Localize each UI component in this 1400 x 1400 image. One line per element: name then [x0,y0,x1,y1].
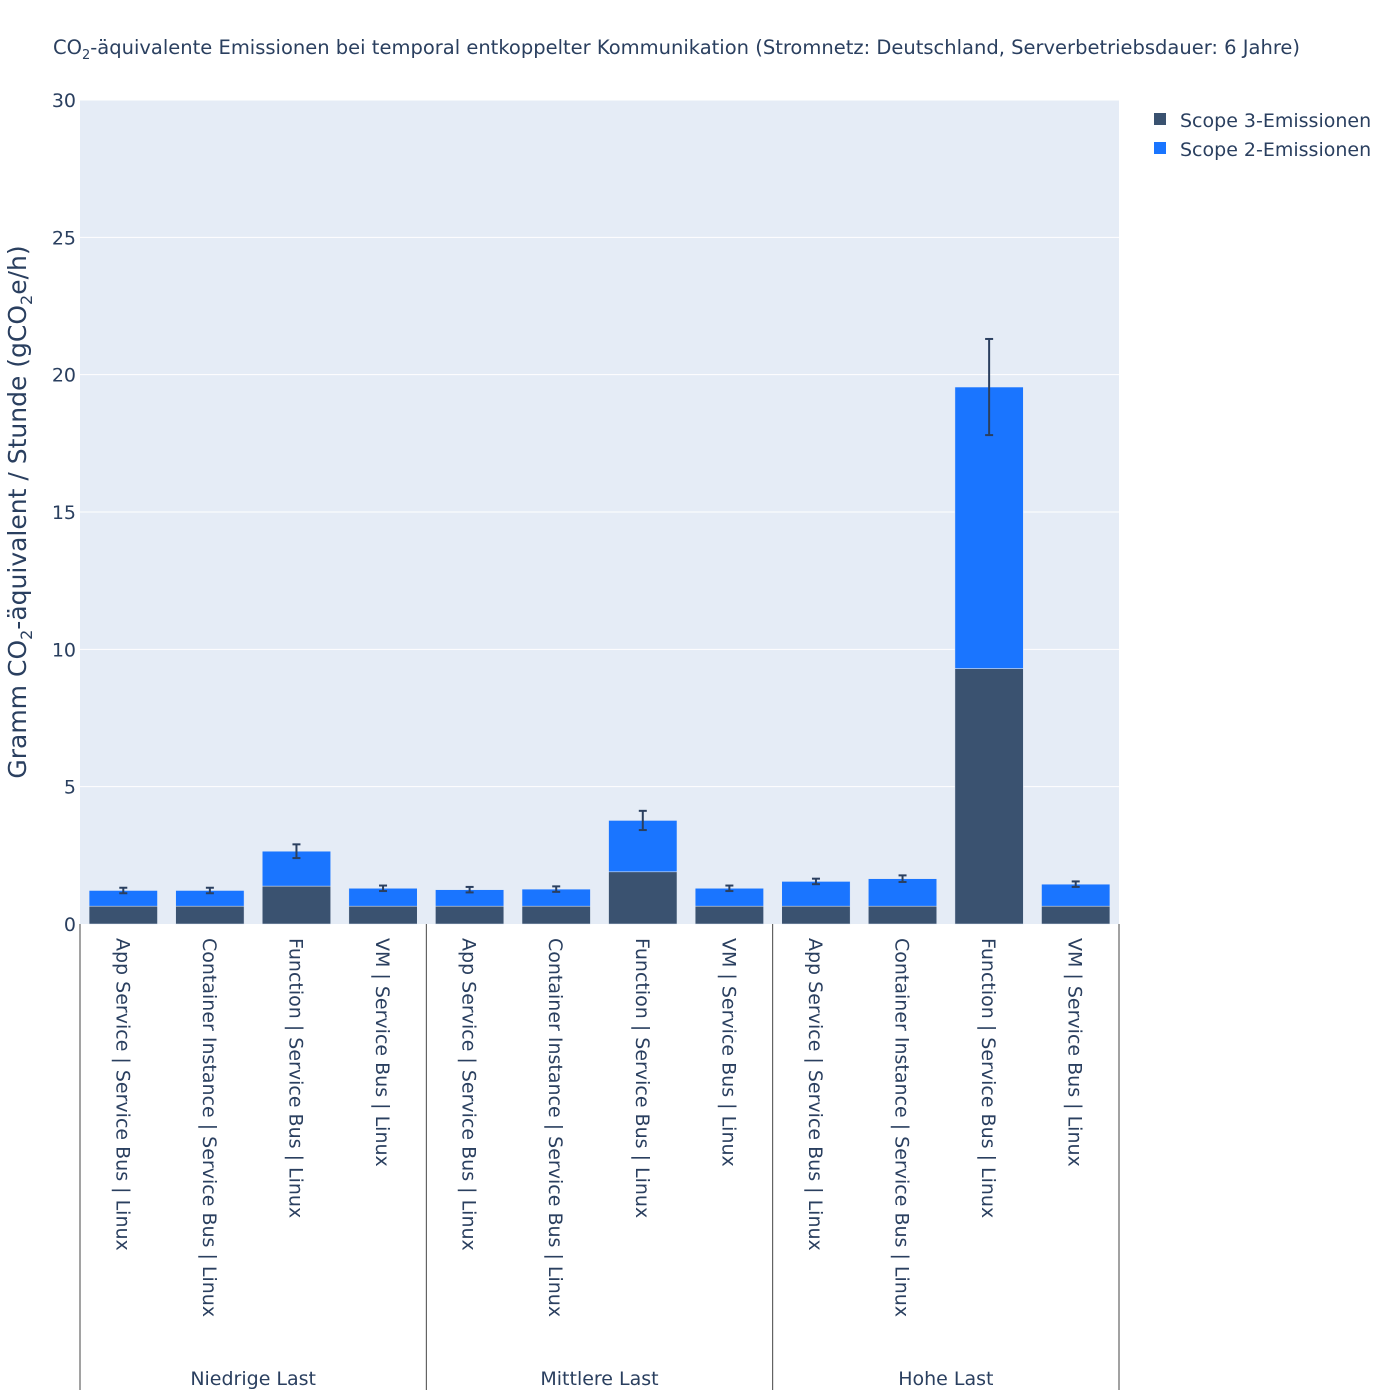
x-group-label: Hohe Last [898,1368,993,1390]
y-tick-label: 20 [52,365,76,387]
x-group-label: Mittlere Last [540,1368,658,1390]
y-axis-ticks: 0 5 10 15 20 25 30 [52,90,76,936]
bar-scope3 [521,905,591,925]
x-category-label: App Service | Service Bus | Linux [804,938,826,1251]
legend-label-scope3: Scope 3-Emissionen [1180,110,1371,132]
x-category-label: VM | Service Bus | Linux [371,938,393,1167]
y-tick-label: 25 [52,227,76,249]
x-category-label: VM | Service Bus | Linux [717,938,739,1167]
error-bars [119,337,1080,895]
x-category-label: Container Instance | Service Bus | Linux [544,938,566,1317]
x-category-label: Function | Service Bus | Linux [631,938,653,1218]
x-category-label: VM | Service Bus | Linux [1064,938,1086,1167]
bar-scope3 [435,905,505,925]
x-axis-category-labels: App Service | Service Bus | Linux Contain… [111,938,1085,1317]
x-category-label: Container Instance | Service Bus | Linux [198,938,220,1317]
bar-scope2 [868,878,937,907]
chart-title: CO2-äquivalente Emissionen bei temporal … [53,36,1301,63]
y-tick-label: 30 [52,90,76,112]
legend-label-scope2: Scope 2-Emissionen [1180,139,1371,161]
x-category-label: App Service | Service Bus | Linux [458,938,480,1251]
legend-swatch-scope2 [1154,142,1166,154]
bar-scope3 [954,668,1024,925]
legend: Scope 3-Emissionen Scope 2-Emissionen [1154,110,1371,161]
x-group-label: Niedrige Last [190,1368,316,1390]
x-category-label: Container Instance | Service Bus | Linux [891,938,913,1317]
bar-scope3 [88,905,158,925]
bar-scope3 [694,905,764,925]
bar-scope3 [1041,905,1111,925]
x-category-label: App Service | Service Bus | Linux [111,938,133,1251]
bar-scope3 [868,905,937,925]
y-tick-label: 10 [52,639,76,661]
bar-scope3 [781,905,851,925]
bar-scope2 [781,881,851,907]
y-tick-label: 5 [64,777,76,799]
bars [88,386,1111,925]
bar-scope3 [608,871,678,925]
x-axis-group-labels: Niedrige Last Mittlere Last Hohe Last [79,924,1120,1390]
bar-scope3 [348,905,418,925]
y-tick-label: 0 [64,914,76,936]
bar-scope3 [262,885,331,925]
x-category-label: Function | Service Bus | Linux [977,938,999,1218]
y-tick-label: 15 [52,502,76,524]
x-category-label: Function | Service Bus | Linux [284,938,306,1218]
bar-scope3 [175,905,245,925]
legend-swatch-scope3 [1154,113,1166,125]
gridlines [80,99,1119,788]
y-axis-label: Gramm CO2-äquivalent / Stunde (gCO2e/h) [3,245,36,778]
